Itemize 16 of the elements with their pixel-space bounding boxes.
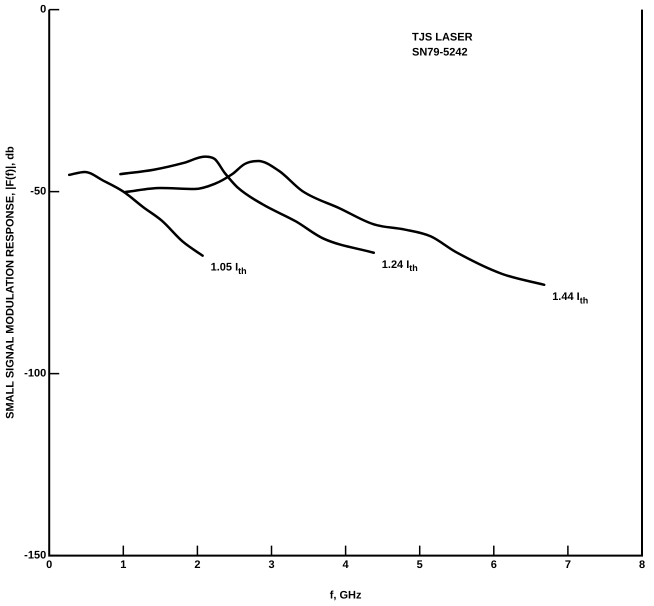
x-tick-label: 4	[342, 559, 350, 572]
y-tick-label: -50	[30, 186, 46, 198]
x-tick-label: 2	[194, 559, 200, 572]
annotation: TJS LASER	[412, 32, 473, 44]
y-axis-title: SMALL SIGNAL MODULATION RESPONSE, |F(f)|, db	[4, 146, 17, 419]
y-tick-label: -100	[24, 368, 46, 380]
x-tick-label: 3	[268, 559, 275, 572]
y-tick-label: 0	[40, 4, 46, 16]
x-axis-title: f, GHz	[330, 589, 362, 602]
annotation: SN79-5242	[412, 46, 468, 59]
x-tick-label: 6	[490, 559, 497, 572]
x-tick-label: 7	[564, 559, 571, 572]
x-tick-label: 5	[416, 559, 423, 572]
x-tick-label: 8	[638, 559, 646, 572]
x-tick-label: 1	[120, 559, 126, 572]
y-tick-label: -150	[24, 550, 46, 562]
